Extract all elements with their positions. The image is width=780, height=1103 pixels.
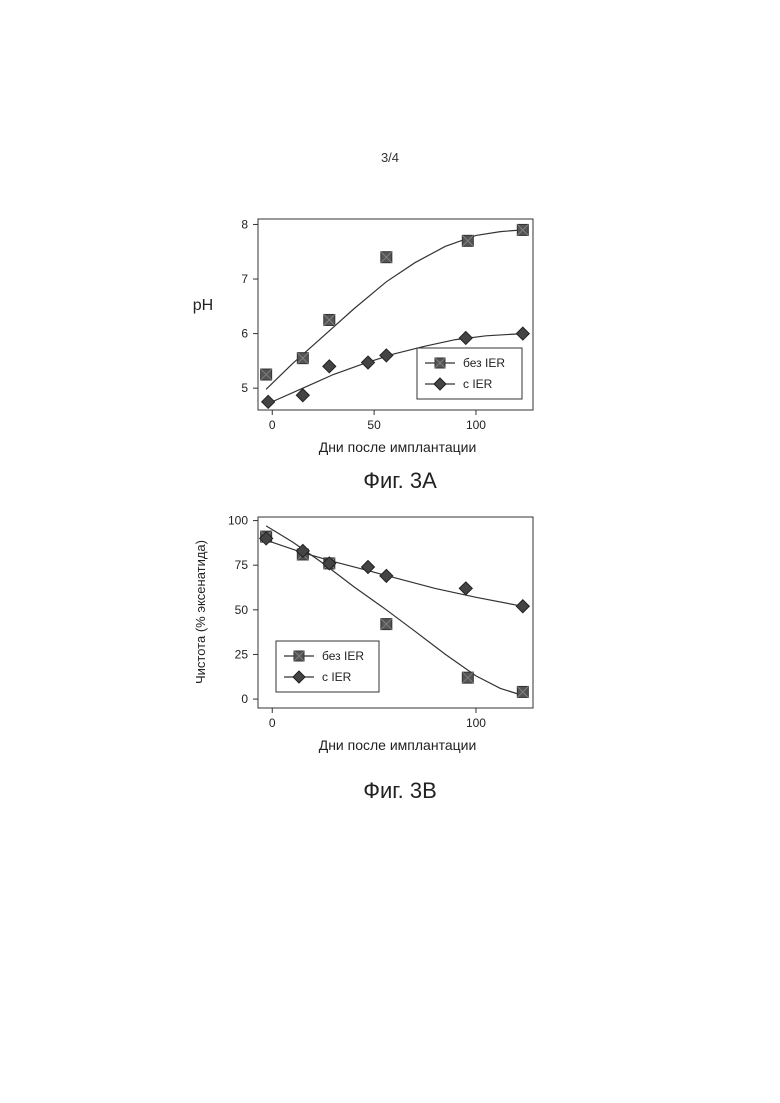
x-tick-label: 0	[269, 418, 276, 432]
data-point-bez-ier	[324, 314, 335, 325]
y-tick-label: 8	[241, 217, 248, 231]
x-axis-label: Дни после имплантации	[319, 439, 477, 455]
y-axis-label: pH	[193, 297, 213, 314]
data-point-s-ier	[459, 331, 472, 344]
data-point-s-ier	[262, 395, 275, 408]
y-tick-label: 75	[235, 558, 249, 572]
data-point-s-ier	[459, 582, 472, 595]
legend-label-bez-ier: без IER	[322, 649, 364, 663]
data-point-bez-ier	[517, 224, 528, 235]
x-tick-label: 100	[466, 716, 486, 730]
legend-marker-bez-ier	[294, 651, 304, 661]
legend-label-bez-ier: без IER	[463, 356, 505, 370]
chart-a-group: 5 6 7 8 0 50 100 Дни после имплантации pH без IER…	[193, 217, 533, 455]
data-point-s-ier	[516, 327, 529, 340]
legend-label-s-ier: с IER	[463, 377, 493, 391]
data-point-bez-ier	[462, 235, 473, 246]
data-point-bez-ier	[381, 252, 392, 263]
data-point-s-ier	[380, 569, 393, 582]
y-tick-label: 5	[241, 381, 248, 395]
x-axis-label: Дни после имплантации	[319, 737, 477, 753]
legend: без IER с IER	[417, 348, 522, 399]
legend-marker-bez-ier	[435, 358, 445, 368]
data-point-bez-ier	[381, 619, 392, 630]
x-tick-label: 0	[269, 716, 276, 730]
data-point-bez-ier	[517, 686, 528, 697]
data-point-s-ier	[323, 360, 336, 373]
y-tick-label: 100	[228, 514, 248, 528]
data-point-bez-ier	[297, 353, 308, 364]
data-point-s-ier	[362, 356, 375, 369]
data-point-bez-ier	[261, 369, 272, 380]
x-tick-label: 50	[367, 418, 381, 432]
figure-caption-3b: Фиг. 3B	[0, 778, 780, 804]
y-tick-label: 6	[241, 327, 248, 341]
data-point-bez-ier	[462, 672, 473, 683]
y-tick-label: 7	[241, 272, 248, 286]
figure-caption-3a: Фиг. 3A	[0, 468, 780, 494]
data-point-s-ier	[516, 600, 529, 613]
chart-b-group: 0 25 50 75 100 0 100 Дни после имплантации Чисто…	[193, 514, 533, 753]
legend-label-s-ier: с IER	[322, 670, 352, 684]
y-tick-label: 0	[241, 692, 248, 706]
y-tick-label: 25	[235, 647, 249, 661]
data-point-s-ier	[380, 349, 393, 362]
x-tick-label: 100	[466, 418, 486, 432]
y-axis-label: Чистота (% эксенатида)	[193, 540, 208, 684]
legend: без IER с IER	[276, 641, 379, 692]
y-tick-label: 50	[235, 603, 249, 617]
